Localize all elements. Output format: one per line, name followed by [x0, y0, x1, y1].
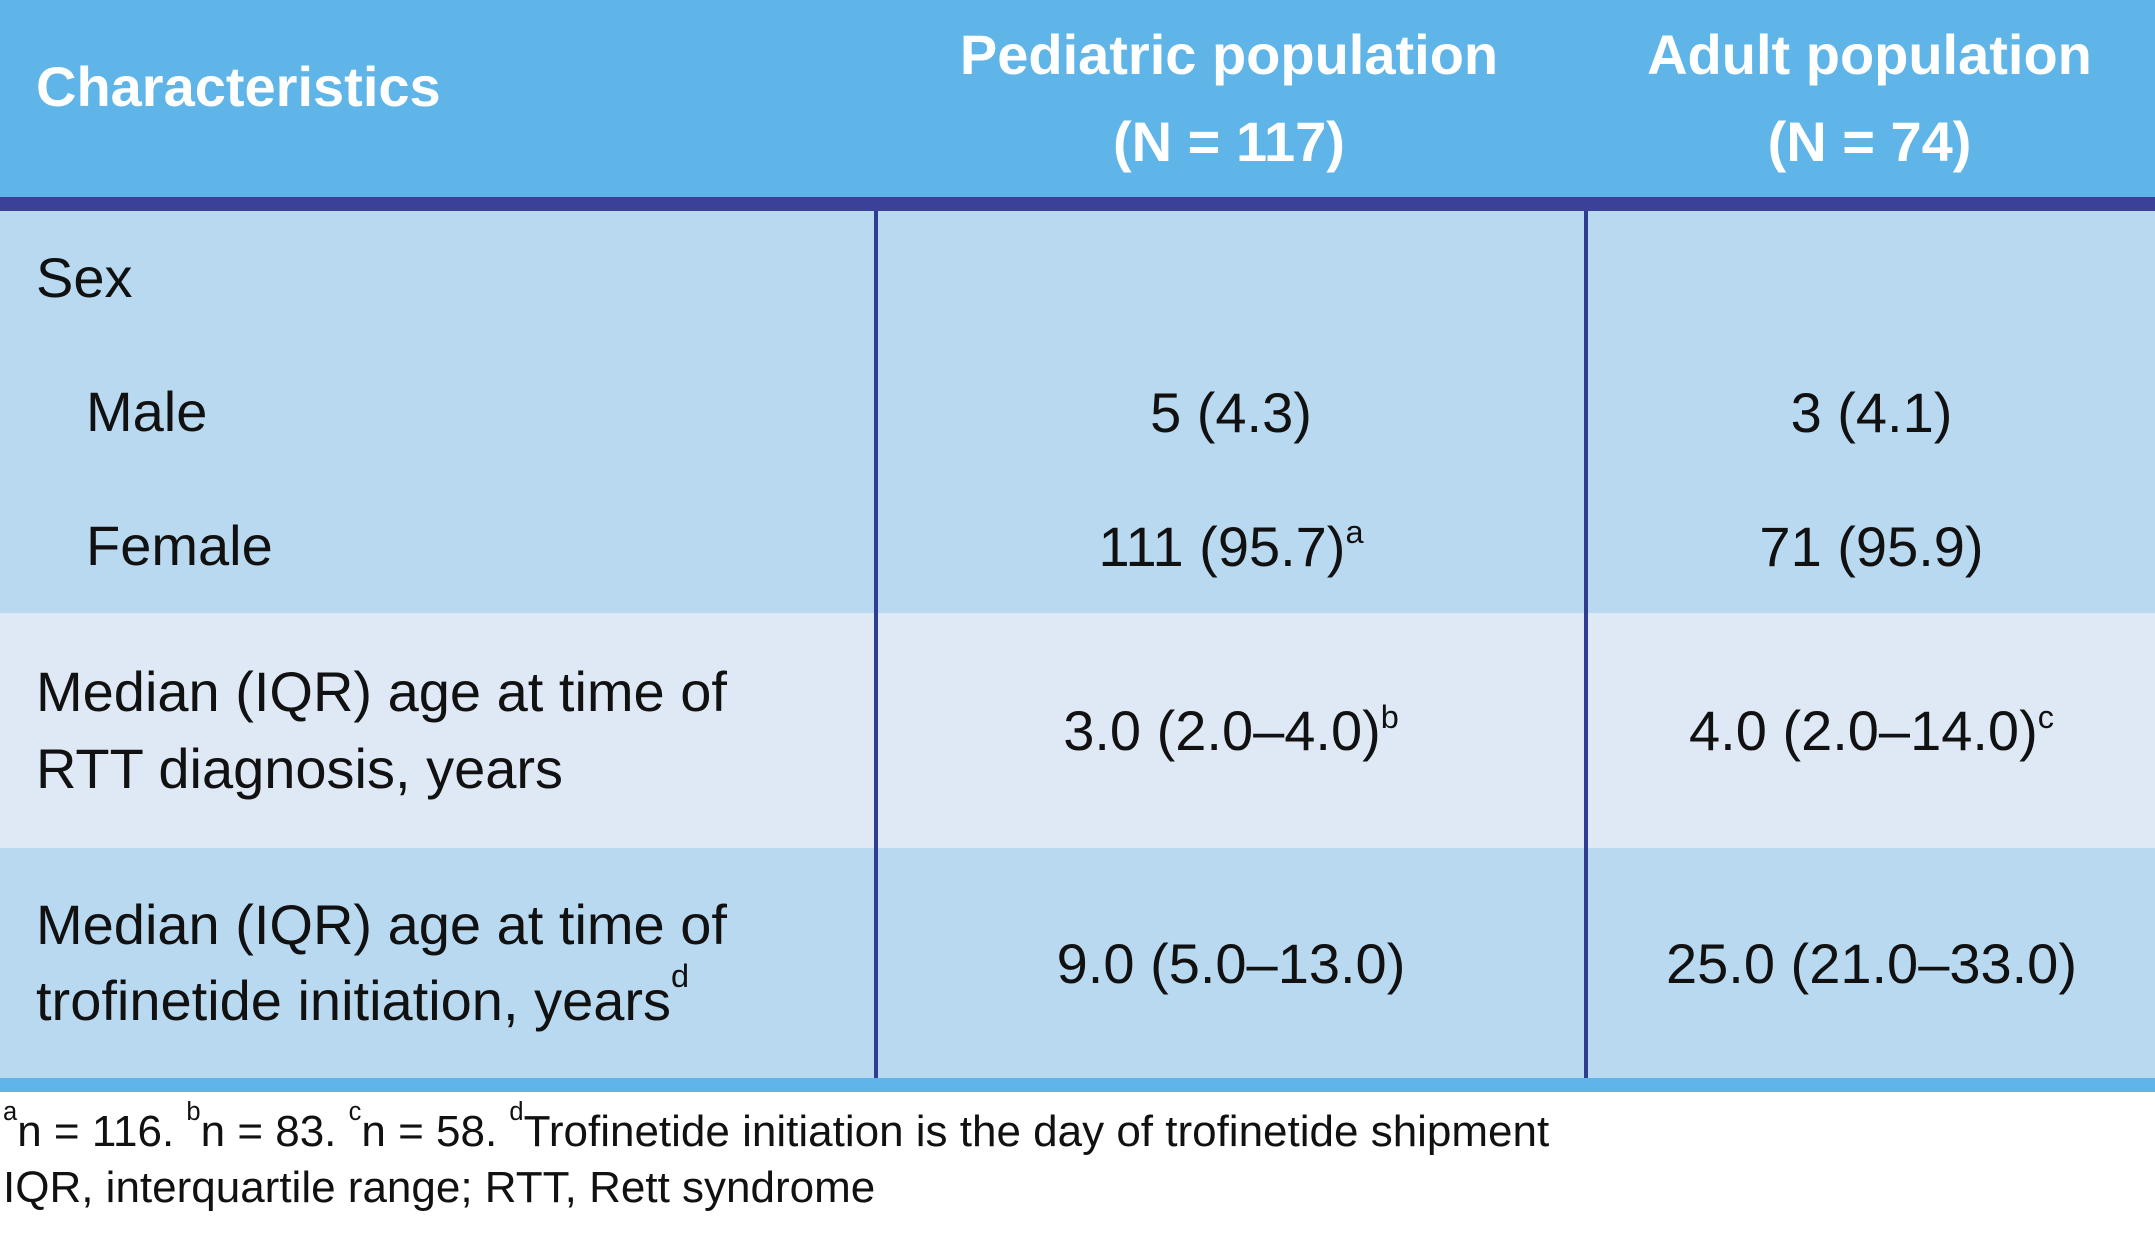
column-header-adult: Adult population (N = 74)	[1584, 0, 2155, 197]
cell-age-diagnosis-pediatric: 3.0 (2.0–4.0) b	[874, 613, 1584, 848]
table-bottom-bar	[0, 1078, 2155, 1092]
cell-female-adult: 71 (95.9)	[1584, 479, 2155, 613]
cell-male-adult: 3 (4.1)	[1584, 345, 2155, 479]
row-sex-group-label: Sex	[36, 245, 133, 309]
age-at-diagnosis-row: Median (IQR) age at time of RTT diagnosi…	[0, 613, 2155, 848]
female-pediatric-value: 111 (95.7)	[1098, 514, 1346, 578]
column-header-pediatric: Pediatric population (N = 117)	[874, 0, 1584, 197]
age-diagnosis-label-line1: Median (IQR) age at time of	[36, 660, 727, 724]
age-initiation-label-text: Median (IQR) age at time of trofinetide …	[36, 887, 727, 1039]
sex-section: Sex Male 5 (4.3) 3 (4.1) Female 111 (95.…	[0, 211, 2155, 613]
row-age-diagnosis-label: Median (IQR) age at time of RTT diagnosi…	[0, 613, 874, 848]
cell-age-initiation-pediatric: 9.0 (5.0–13.0)	[874, 848, 1584, 1078]
cell-sex-adult-empty	[1584, 211, 2155, 345]
footnotes-block: an = 116. bn = 83. cn = 58. dTrofinetide…	[0, 1092, 2155, 1216]
cell-sex-pediatric-empty	[874, 211, 1584, 345]
footnote-line2: IQR, interquartile range; RTT, Rett synd…	[3, 1162, 876, 1212]
age-initiation-label-line2-text: trofinetide initiation, years	[36, 969, 672, 1032]
adult-header-text: Adult population (N = 74)	[1647, 12, 2092, 186]
age-diagnosis-adult-value: 4.0 (2.0–14.0)	[1689, 699, 2038, 762]
age-initiation-label-line1: Median (IQR) age at time of	[36, 892, 727, 956]
pediatric-header-line1: Pediatric population	[959, 22, 1499, 86]
column-header-characteristics: Characteristics	[36, 55, 441, 118]
row-age-initiation-label: Median (IQR) age at time of trofinetide …	[0, 848, 874, 1078]
age-initiation-label-line2: trofinetide initiation, yearsd	[36, 959, 689, 1032]
header-rule	[0, 197, 2155, 211]
cell-female-pediatric: 111 (95.7) a	[874, 479, 1584, 613]
age-diagnosis-pediatric-value: 3.0 (2.0–4.0)	[1063, 699, 1381, 762]
row-male-label: Male	[86, 379, 208, 443]
cell-male-pediatric: 5 (4.3)	[874, 345, 1584, 479]
cell-age-diagnosis-adult: 4.0 (2.0–14.0) c	[1584, 613, 2155, 848]
pediatric-header-count: (N = 117)	[1113, 109, 1345, 173]
adult-header-count: (N = 74)	[1767, 109, 1972, 173]
footnote-marker-d: d	[671, 957, 690, 994]
table-header-row: Characteristics Pediatric population (N …	[0, 0, 2155, 197]
age-at-initiation-row: Median (IQR) age at time of trofinetide …	[0, 848, 2155, 1078]
footnote-line1: an = 116. bn = 83. cn = 58. dTrofinetide…	[3, 1097, 1550, 1156]
pediatric-header-text: Pediatric population (N = 117)	[960, 12, 1498, 186]
age-diagnosis-label-text: Median (IQR) age at time of RTT diagnosi…	[36, 654, 727, 806]
row-female-label: Female	[86, 513, 273, 577]
cell-age-initiation-adult: 25.0 (21.0–33.0)	[1584, 848, 2155, 1078]
age-diagnosis-label-line2: RTT diagnosis, years	[36, 736, 564, 800]
adult-header-line1: Adult population	[1647, 22, 2092, 86]
